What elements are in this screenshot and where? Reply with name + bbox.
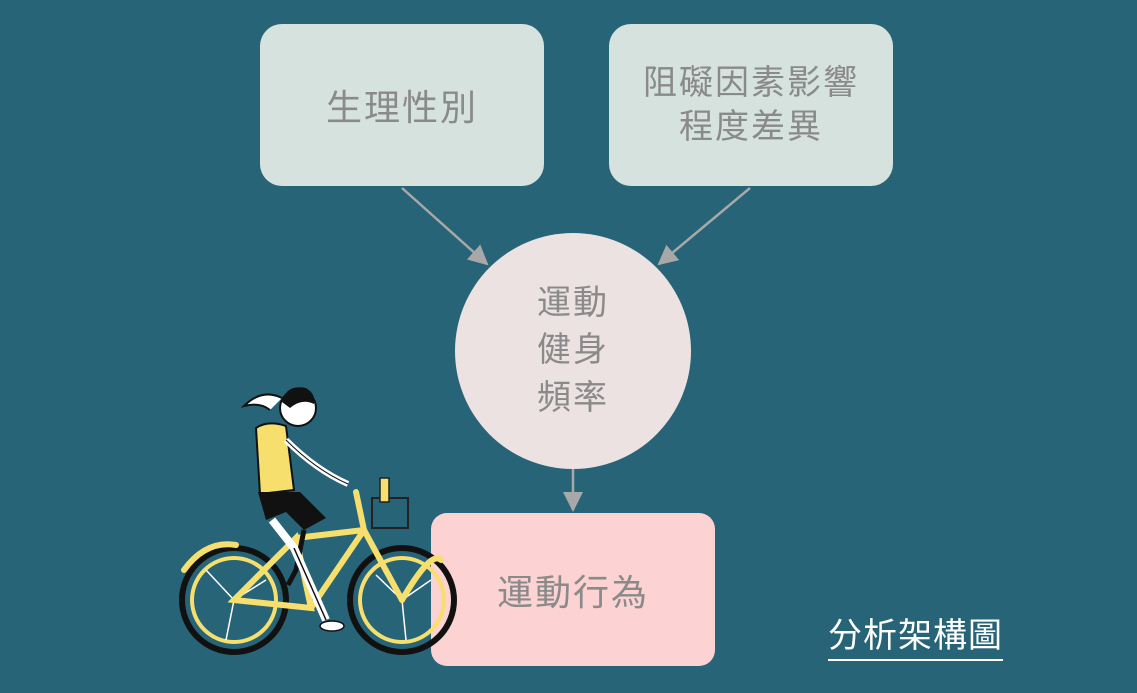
- node-biological-sex-label: 生理性別: [325, 88, 478, 129]
- node-barrier-influence-label: 阻礙因素影響 程度差異: [643, 62, 859, 147]
- cyclist-illustration-icon: [179, 387, 457, 655]
- arrow-gender-to-frequency: [401, 187, 489, 266]
- node-barrier-influence: 阻礙因素影響 程度差異: [609, 24, 893, 186]
- node-biological-sex: 生理性別: [260, 24, 544, 186]
- node-exercise-behavior: 運動行為: [431, 513, 715, 666]
- arrow-barrier-to-frequency: [657, 187, 751, 266]
- node-exercise-frequency-label: 運動 健身 頻率: [537, 282, 609, 418]
- node-exercise-behavior-label: 運動行為: [496, 572, 649, 614]
- diagram-title: 分析架構圖: [828, 616, 1003, 661]
- node-exercise-frequency: 運動 健身 頻率: [455, 233, 691, 469]
